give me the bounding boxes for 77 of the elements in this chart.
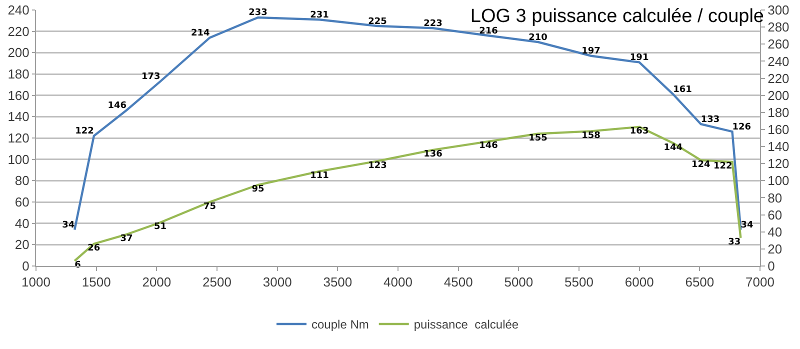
legend-label: puissance calculée: [414, 318, 519, 332]
data-label: 33: [728, 238, 741, 248]
y2-tick-label: 220: [768, 70, 790, 86]
data-label: 191: [630, 53, 649, 64]
data-label: 51: [154, 222, 167, 232]
data-label: 124: [691, 160, 710, 170]
data-label: 158: [582, 130, 600, 141]
y2-tick-label: 100: [768, 173, 790, 188]
y-tick-label: 180: [8, 66, 30, 82]
data-label: 155: [528, 133, 548, 144]
data-label: 210: [528, 32, 548, 43]
y2-tick-label: 40: [768, 224, 782, 240]
x-tick-label: 4000: [384, 274, 412, 290]
data-label: 126: [732, 122, 752, 132]
y-tick-label: 0: [22, 258, 30, 274]
data-label: 231: [310, 10, 329, 20]
data-label: 146: [479, 141, 498, 152]
x-tick-label: 5000: [504, 274, 534, 290]
data-label: 216: [479, 26, 498, 36]
x-tick-label: 3000: [262, 274, 292, 290]
data-label: 136: [424, 150, 442, 160]
x-tick-label: 5500: [564, 274, 594, 290]
y2-tick-label: 140: [768, 139, 790, 154]
x-tick-label: 6000: [624, 274, 654, 290]
y2-tick-label: 280: [768, 20, 790, 35]
y2-tick-label: 60: [768, 207, 782, 222]
x-tick-label: 2000: [142, 274, 172, 290]
y2-tick-label: 260: [768, 36, 790, 52]
y-tick-label: 40: [14, 216, 30, 231]
data-label: 133: [700, 114, 720, 125]
legend-label: couple Nm: [312, 318, 369, 332]
y2-tick-label: 200: [768, 88, 790, 103]
y-tick-label: 140: [8, 109, 30, 124]
y-tick-label: 60: [14, 194, 30, 210]
x-tick-label: 1000: [22, 274, 50, 290]
data-label: 161: [673, 85, 692, 96]
data-label: 34: [62, 220, 75, 230]
data-label: 26: [88, 244, 100, 254]
data-label: 34: [740, 220, 754, 230]
y2-tick-label: 20: [768, 241, 782, 256]
y-tick-label: 20: [14, 237, 30, 252]
x-tick-label: 6500: [685, 274, 714, 290]
y-tick-label: 120: [8, 130, 30, 146]
data-label: 122: [713, 162, 732, 172]
data-label: 223: [424, 18, 442, 29]
y2-tick-label: 180: [768, 104, 790, 120]
data-label: 37: [120, 234, 133, 244]
data-label: 173: [141, 72, 160, 82]
y2-tick-label: 300: [768, 2, 790, 18]
data-label: 233: [248, 8, 268, 18]
y2-tick-label: 160: [768, 122, 790, 138]
x-tick-label: 2500: [202, 274, 232, 290]
x-tick-label: 3500: [323, 274, 352, 290]
x-tick-label: 4500: [444, 274, 473, 290]
data-label: 75: [203, 202, 216, 212]
x-tick-label: 1500: [82, 274, 111, 290]
y-tick-label: 200: [8, 45, 30, 60]
y-tick-label: 160: [8, 88, 30, 103]
y2-tick-label: 120: [768, 156, 790, 172]
data-label: 111: [310, 171, 329, 182]
y-tick-label: 220: [8, 24, 30, 39]
y-tick-label: 100: [8, 152, 30, 167]
y2-tick-label: 240: [768, 54, 790, 69]
chart-title: LOG 3 puissance calculée / couple: [470, 6, 764, 28]
data-label: 225: [368, 16, 387, 27]
y-tick-label: 80: [14, 173, 30, 188]
data-label: 214: [190, 28, 210, 38]
y2-tick-label: 0: [768, 258, 775, 274]
y2-tick-label: 80: [768, 190, 782, 206]
x-tick-label: 7000: [746, 274, 774, 290]
y-tick-label: 240: [8, 2, 30, 18]
data-label: 95: [252, 184, 264, 195]
data-label: 123: [368, 160, 387, 171]
data-label: 122: [75, 126, 94, 137]
data-label: 197: [582, 46, 600, 57]
data-label: 146: [108, 101, 126, 112]
data-label: 163: [630, 126, 649, 137]
